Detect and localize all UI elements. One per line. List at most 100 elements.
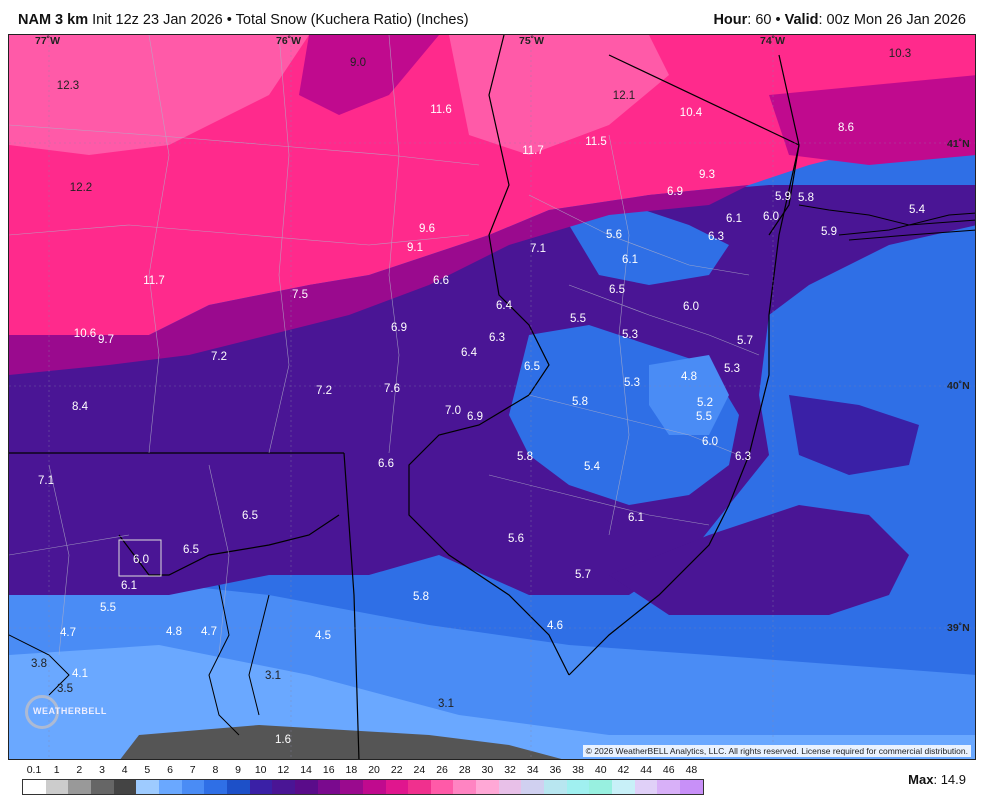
legend-swatch bbox=[612, 780, 635, 794]
legend-tick-label: 4 bbox=[121, 764, 128, 776]
magenta-ne bbox=[769, 75, 975, 165]
valid-bullet: • bbox=[771, 12, 785, 28]
snow-value-label: 5.3 bbox=[724, 363, 740, 375]
legend-swatch bbox=[317, 780, 341, 794]
legend-swatch bbox=[158, 780, 182, 794]
legend-tick-label: 32 bbox=[504, 764, 516, 776]
snow-value-label: 6.0 bbox=[702, 436, 718, 448]
logo-text: WEATHERBELL bbox=[33, 706, 107, 716]
legend-tick-label: 7 bbox=[189, 764, 196, 776]
valid-info: Hour: 60 • Valid: 00z Mon 26 Jan 2026 bbox=[713, 12, 966, 28]
snow-value-label: 12.2 bbox=[69, 182, 93, 194]
state-borders bbox=[9, 35, 800, 759]
snow-value-label: 5.4 bbox=[909, 204, 925, 216]
snow-value-label: 6.1 bbox=[121, 580, 137, 592]
lat-tick-39n: 39˚N bbox=[947, 622, 970, 634]
snow-value-label: 6.0 bbox=[683, 301, 699, 313]
legend-tick-label: 14 bbox=[300, 764, 312, 776]
legend-tick-label: 9 bbox=[235, 764, 241, 776]
snow-value-label: 10.3 bbox=[888, 48, 912, 60]
snow-value-label: 4.8 bbox=[166, 626, 182, 638]
copyright-notice: © 2026 WeatherBELL Analytics, LLC. All r… bbox=[582, 745, 971, 757]
snow-value-label: 6.3 bbox=[489, 332, 505, 344]
legend-swatch bbox=[430, 780, 454, 794]
legend-tick-label: 2 bbox=[76, 764, 83, 776]
legend-tick-label: 26 bbox=[436, 764, 448, 776]
snow-value-label: 5.3 bbox=[624, 377, 640, 389]
legend-tick-label: 22 bbox=[390, 764, 403, 776]
snow-value-label: 6.9 bbox=[391, 322, 407, 334]
header-bar: NAM 3 km Init 12z 23 Jan 2026 • Total Sn… bbox=[0, 0, 984, 34]
snow-value-label: 9.7 bbox=[98, 334, 114, 346]
snow-value-label: 6.9 bbox=[667, 186, 683, 198]
snow-value-label: 5.8 bbox=[572, 396, 588, 408]
snowfall-map[interactable]: 77˚W 76˚W 75˚W 74˚W 41˚N 40˚N 39˚N 9.0 10… bbox=[8, 34, 976, 760]
title-bullet: • bbox=[226, 12, 232, 28]
gray-band bbox=[120, 725, 562, 759]
lat-tick-41n: 41˚N bbox=[947, 138, 970, 150]
valid-label: Valid bbox=[784, 12, 819, 28]
snow-value-label: 9.0 bbox=[350, 57, 366, 69]
map-title: NAM 3 km Init 12z 23 Jan 2026 • Total Sn… bbox=[18, 12, 469, 28]
snow-value-label: 6.5 bbox=[524, 361, 540, 373]
model-name: NAM 3 km bbox=[18, 12, 89, 28]
legend-swatch bbox=[136, 780, 159, 794]
legend-swatch bbox=[385, 780, 409, 794]
legend-tick-label: 5 bbox=[144, 764, 151, 776]
snow-value-label: 12.1 bbox=[612, 90, 636, 102]
snow-value-label: 5.3 bbox=[622, 329, 638, 341]
legend-swatch bbox=[204, 780, 227, 794]
snow-value-label: 4.6 bbox=[547, 620, 563, 632]
legend-swatch bbox=[23, 780, 46, 794]
legend-swatch bbox=[90, 780, 114, 794]
max-label: Max bbox=[908, 772, 934, 787]
snow-value-label: 3.5 bbox=[57, 683, 73, 695]
purple-ocean-2 bbox=[789, 395, 919, 475]
lon-tick-77w: 77˚W bbox=[35, 35, 61, 47]
snow-value-label: 5.7 bbox=[575, 569, 591, 581]
snow-value-label: 4.8 bbox=[681, 371, 697, 383]
snow-value-label: 4.7 bbox=[201, 626, 217, 638]
graticule bbox=[9, 35, 975, 759]
city-box bbox=[118, 539, 162, 577]
max-value: Max: 14.9 bbox=[908, 772, 966, 787]
legend-swatch bbox=[249, 780, 273, 794]
legend-swatch bbox=[68, 780, 91, 794]
hour-label: Hour bbox=[713, 12, 748, 28]
hour-value: : 60 bbox=[747, 12, 772, 28]
legend-swatch bbox=[340, 780, 363, 794]
snow-value-label: 12.3 bbox=[56, 80, 80, 92]
legend-tick-label: 24 bbox=[413, 764, 426, 776]
snow-value-label: 5.2 bbox=[697, 397, 713, 409]
snow-value-label: 6.5 bbox=[242, 510, 258, 522]
product-name: Total Snow (Kuchera Ratio) (Inches) bbox=[235, 12, 469, 28]
legend-tick-label: 46 bbox=[662, 764, 675, 776]
snow-value-label: 5.8 bbox=[798, 192, 814, 204]
legend-tick-label: 48 bbox=[685, 764, 698, 776]
snow-value-label: 5.7 bbox=[737, 335, 753, 347]
legend-tick-label: 10 bbox=[254, 764, 267, 776]
light-pocket bbox=[649, 355, 729, 435]
legend-swatch bbox=[453, 780, 477, 794]
snow-value-label: 5.5 bbox=[100, 602, 116, 614]
legend-tick-label: 0.1 bbox=[26, 764, 42, 776]
transition-band bbox=[9, 185, 749, 375]
snow-value-label: 7.5 bbox=[292, 289, 308, 301]
snow-value-label: 5.6 bbox=[508, 533, 524, 545]
snow-value-label: 8.4 bbox=[72, 401, 88, 413]
snow-value-label: 8.6 bbox=[838, 122, 854, 134]
legend-tick-label: 38 bbox=[572, 764, 584, 776]
snow-value-label: 6.4 bbox=[461, 347, 477, 359]
snow-value-label: 7.0 bbox=[445, 405, 461, 417]
snow-value-label: 6.5 bbox=[609, 284, 625, 296]
snow-value-label: 6.1 bbox=[628, 512, 644, 524]
legend-tick-label: 42 bbox=[617, 764, 630, 776]
legend-tick-label: 40 bbox=[594, 764, 607, 776]
max-number: : 14.9 bbox=[933, 772, 966, 787]
legend-swatch bbox=[680, 780, 703, 794]
coastlines bbox=[9, 204, 975, 736]
snow-value-label: 1.6 bbox=[275, 734, 291, 746]
snow-value-label: 5.8 bbox=[413, 591, 429, 603]
legend-swatch bbox=[294, 780, 318, 794]
snow-value-label: 11.7 bbox=[143, 275, 165, 287]
